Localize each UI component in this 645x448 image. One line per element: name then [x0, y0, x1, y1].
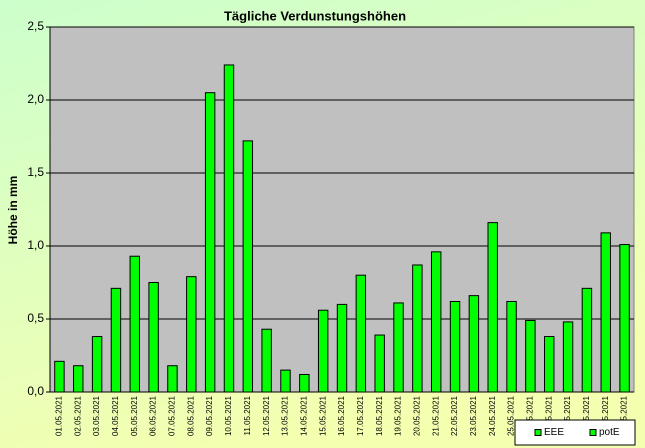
bar — [506, 300, 517, 393]
bar — [336, 303, 348, 393]
bar — [430, 251, 442, 393]
x-tick-label: 28.05.2021 — [563, 395, 572, 436]
x-tick-label: 07.05.2021 — [168, 395, 177, 436]
legend-label: potE — [599, 427, 620, 438]
legend-swatch — [534, 429, 542, 436]
chart-title: Tägliche Verdunstungshöhen — [224, 8, 406, 23]
bar — [242, 140, 254, 393]
bar — [468, 295, 480, 393]
x-tick-label: 30.05.2021 — [601, 395, 610, 436]
bar — [619, 244, 630, 393]
legend-label: EEE — [544, 427, 564, 438]
x-tick-label: 16.05.2021 — [337, 395, 346, 436]
bar — [186, 276, 197, 393]
x-tick-label: 23.05.2021 — [469, 395, 478, 436]
y-tick-label: 2,5 — [27, 19, 44, 33]
bar — [54, 360, 65, 393]
bar — [129, 255, 140, 393]
x-tick-label: 11.05.2021 — [243, 395, 252, 435]
y-tick-label: 2,0 — [27, 92, 44, 106]
bar — [73, 365, 84, 393]
bar — [581, 287, 593, 393]
bar — [544, 336, 555, 393]
bar — [525, 319, 536, 393]
bar — [110, 287, 122, 393]
y-tick-label: 0,5 — [27, 311, 44, 325]
x-tick-label: 04.05.2021 — [111, 395, 120, 436]
x-tick-label: 05.05.2021 — [130, 395, 139, 436]
bar — [91, 336, 103, 393]
x-tick-label: 12.05.2021 — [262, 395, 271, 436]
x-tick-label: 03.05.2021 — [92, 395, 101, 436]
x-tick-label: 20.05.2021 — [412, 395, 421, 436]
bar — [355, 274, 367, 393]
bar — [487, 222, 498, 393]
x-tick-label: 09.05.2021 — [205, 395, 214, 436]
bar — [600, 232, 611, 393]
x-tick-label: 18.05.2021 — [375, 395, 384, 436]
bar — [223, 64, 235, 393]
y-tick-label: 0,0 — [27, 384, 44, 398]
x-tick-label: 08.05.2021 — [186, 395, 195, 436]
bar — [167, 365, 178, 393]
x-tick-label: 21.05.2021 — [431, 395, 440, 436]
y-tick-label: 1,5 — [27, 165, 44, 179]
bar — [449, 300, 461, 393]
x-tick-label: 27.05.2021 — [544, 395, 553, 436]
x-tick-label: 02.05.2021 — [73, 395, 82, 436]
x-tick-label: 01.05.2021 — [55, 395, 64, 436]
x-tick-label: 14.05.2021 — [299, 395, 308, 436]
x-tick-label: 17.05.2021 — [356, 395, 365, 436]
y-tick-label: 1,0 — [27, 238, 44, 252]
legend-swatch — [589, 429, 597, 436]
bar — [374, 334, 385, 393]
bar — [148, 282, 159, 393]
x-tick-label: 31.05.2021 — [620, 395, 629, 436]
x-tick-label: 06.05.2021 — [149, 395, 158, 436]
y-axis-label: Höhe in mm — [6, 176, 20, 245]
bar — [280, 369, 291, 393]
x-tick-label: 13.05.2021 — [281, 395, 290, 436]
x-tick-label: 24.05.2021 — [488, 395, 497, 436]
x-tick-label: 29.05.2021 — [582, 395, 591, 436]
bar — [393, 302, 404, 393]
x-tick-label: 19.05.2021 — [394, 395, 403, 436]
bar — [261, 328, 272, 393]
x-tick-label: 15.05.2021 — [318, 395, 327, 436]
x-tick-label: 25.05.2021 — [507, 395, 516, 436]
bar — [317, 309, 329, 393]
bar — [204, 92, 216, 393]
bar — [562, 321, 574, 393]
x-tick-label: 26.05.2021 — [525, 395, 534, 436]
bar — [412, 264, 423, 393]
bar — [299, 373, 310, 393]
x-tick-label: 22.05.2021 — [450, 395, 459, 436]
x-tick-label: 10.05.2021 — [224, 395, 233, 436]
